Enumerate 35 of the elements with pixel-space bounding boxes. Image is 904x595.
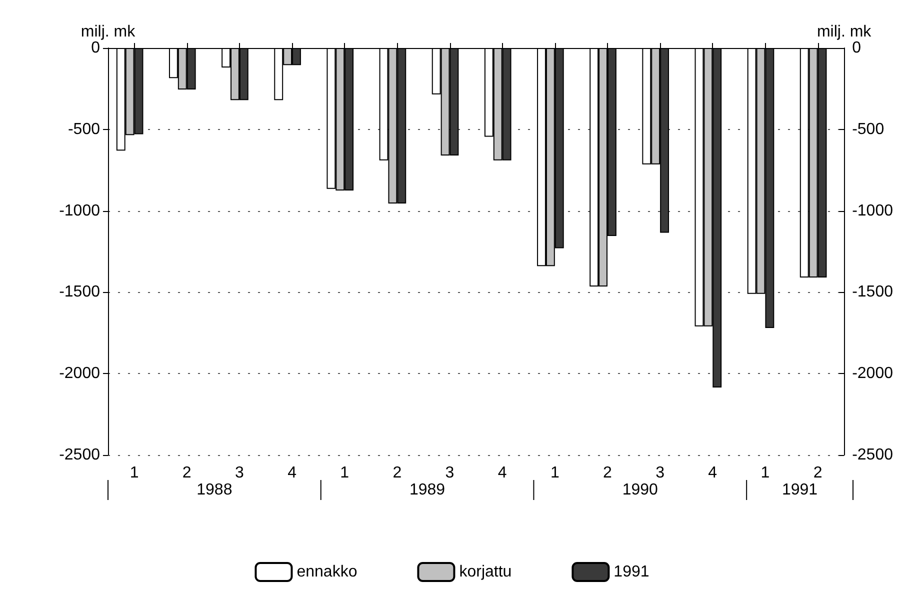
y2-axis-title: milj. mk	[816, 24, 872, 40]
y-tick-label: -500	[68, 120, 100, 138]
x-tick-label: 3	[656, 464, 665, 482]
x-tick-label: 2	[813, 464, 822, 482]
x-tick-label: 1	[340, 464, 350, 482]
text: 1991	[614, 564, 650, 580]
x-tick-label: 1	[550, 464, 560, 482]
y-tick-label: 0	[91, 40, 100, 56]
x-tick-label: 2	[603, 464, 612, 482]
x-tick-label: 4	[498, 464, 507, 482]
x-tick-label: 4	[708, 464, 718, 482]
y2-tick-label: -1500	[852, 284, 894, 301]
y2-tick-label: -2500	[852, 446, 894, 464]
y2-tick-label: -1000	[852, 202, 894, 220]
x-tick-label: 4	[288, 464, 297, 482]
x-tick-label: 3	[234, 464, 244, 482]
y-axis-title: milj. mk	[80, 24, 136, 40]
legend-label: 1991	[782, 482, 818, 498]
y2-tick-label: -500	[852, 120, 884, 138]
legend-label: korjattu	[459, 564, 512, 580]
text: 1989	[409, 482, 446, 498]
y2-tick-label: 0	[852, 40, 862, 56]
y-tick-label: -2500	[59, 446, 100, 464]
x-tick-label: 2	[392, 464, 402, 482]
y-tick-label: -1000	[59, 202, 100, 220]
text: 1990	[622, 482, 658, 498]
x-tick-label: 1	[130, 464, 139, 482]
x-tick-label: 3	[445, 464, 454, 482]
text: 1988	[196, 482, 232, 498]
x-tick-label: 2	[182, 464, 192, 482]
legend-label: ennakko	[296, 564, 358, 580]
y2-tick-label: -2000	[852, 365, 894, 382]
y-tick-label: -1500	[59, 284, 100, 301]
x-tick-label: 1	[760, 464, 770, 482]
y-tick-label: -2000	[59, 365, 100, 382]
